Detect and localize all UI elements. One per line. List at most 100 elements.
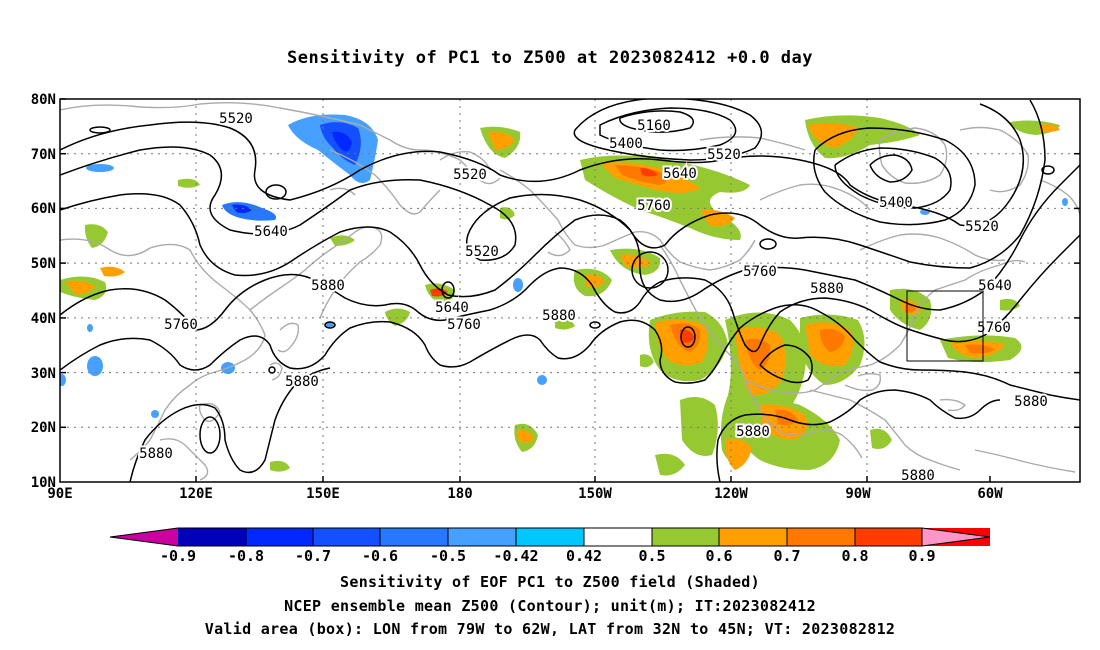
contour-label-5640: 5640 (663, 166, 697, 182)
sensitivity-map: 5160 5160 5400 5400 5400 5400 5520 5520 … (31, 92, 1081, 565)
colorbar-label: 0.8 (841, 547, 868, 565)
negative-sensitivity-areas (60, 114, 1068, 418)
lon-label-120e: 120E (179, 486, 213, 502)
contour-label-5880: 5880 (139, 446, 173, 462)
contour-label-5520: 5520 (965, 219, 999, 235)
colorbar-segment (313, 528, 380, 546)
plot-title: Sensitivity of PC1 to Z500 at 2023082412… (286, 48, 813, 68)
z500-contours (60, 99, 1080, 482)
contour-label-5880: 5880 (901, 468, 935, 484)
contour-label-5520: 5520 (707, 147, 741, 163)
caption-valid-area: Valid area (box): LON from 79W to 62W, L… (204, 620, 896, 638)
contour-label-5520: 5520 (219, 111, 253, 127)
colorbar-segment (178, 528, 246, 546)
contour-label-5640: 5640 (978, 278, 1012, 294)
colorbar-outline (109, 527, 991, 547)
contour-label-5880: 5880 (311, 278, 345, 294)
contour-label-5880: 5880 (736, 424, 770, 440)
lat-label-40n: 40N (31, 311, 56, 327)
caption-contour: NCEP ensemble mean Z500 (Contour); unit(… (284, 597, 816, 615)
colorbar-label: -0.42 (493, 547, 538, 565)
colorbar: -0.9 -0.8 -0.7 -0.6 -0.5 -0.42 0.42 0.5 … (109, 527, 991, 565)
contour-label-5880: 5880 (542, 308, 576, 324)
lat-label-10n: 10N (31, 475, 56, 491)
contour-label-5520: 5520 (453, 167, 487, 183)
colorbar-segment (380, 528, 448, 546)
contour-label-5880: 5880 (810, 281, 844, 297)
contour-label-5880: 5880 (139, 446, 173, 462)
colorbar-segment (855, 528, 922, 546)
lon-label-60w: 60W (977, 486, 1003, 502)
contour-label-5640: 5640 (435, 300, 469, 316)
contour-label-5760: 5760 (447, 317, 481, 333)
contour-label-5400: 5400 (609, 136, 643, 152)
colorbar-label: 0.42 (566, 547, 602, 565)
colorbar-label: 0.6 (705, 547, 732, 565)
lon-label-120w: 120W (714, 486, 748, 502)
colorbar-label: -0.7 (295, 547, 331, 565)
colorbar-label: -0.6 (362, 547, 398, 565)
lon-label-180: 180 (447, 486, 472, 502)
contour-label-5640: 5640 (435, 300, 469, 316)
colorbar-label: -0.8 (228, 547, 264, 565)
contour-label-5400: 5400 (879, 195, 913, 211)
contour-label-5880: 5880 (285, 374, 319, 390)
colorbar-segment (652, 528, 719, 546)
contour-label-5760: 5760 (977, 320, 1011, 336)
contour-label-5760: 5760 (637, 198, 671, 214)
lat-label-80n: 80N (31, 92, 56, 108)
contour-label-5880: 5880 (1014, 394, 1048, 410)
contour-label-5880: 5880 (285, 374, 319, 390)
caption-shading: Sensitivity of EOF PC1 to Z500 field (Sh… (340, 573, 760, 591)
contour-label-5160: 5160 (637, 118, 671, 134)
contour-label-5640: 5640 (663, 166, 697, 182)
contour-label-5760: 5760 (447, 317, 481, 333)
contour-label-5400: 5400 (879, 195, 913, 211)
contour-label-5520: 5520 (707, 147, 741, 163)
colorbar-segment (584, 528, 652, 546)
plot-frame (59, 98, 1081, 483)
contour-label-5880: 5880 (810, 281, 844, 297)
colorbar-labels: -0.9 -0.8 -0.7 -0.6 -0.5 -0.42 0.42 0.5 … (160, 547, 936, 565)
contour-label-5640: 5640 (978, 278, 1012, 294)
colorbar-segment (516, 528, 584, 546)
contour-label-5880: 5880 (1014, 394, 1048, 410)
contour-label-5640: 5640 (254, 224, 288, 240)
lon-label-90w: 90W (845, 486, 871, 502)
contour-label-5160: 5160 (637, 118, 671, 134)
colorbar-label: -0.9 (160, 547, 196, 565)
contour-label-5760: 5760 (164, 317, 198, 333)
colorbar-label: 0.5 (638, 547, 665, 565)
lon-ticks (195, 476, 991, 482)
colorbar-right-arrow (922, 528, 990, 546)
contour-label-5520: 5520 (965, 219, 999, 235)
contour-label-5880: 5880 (736, 424, 770, 440)
contour-label-group: 5160 5160 5400 5400 5400 5400 5520 5520 … (137, 109, 1050, 486)
contour-label-5760: 5760 (637, 198, 671, 214)
colorbar-label: -0.5 (430, 547, 466, 565)
contour-label-5760: 5760 (977, 320, 1011, 336)
lon-label-150e: 150E (306, 486, 340, 502)
valid-area-box (906, 290, 984, 362)
lat-label-60n: 60N (31, 201, 56, 217)
contour-label-5520: 5520 (465, 244, 499, 260)
lon-label-150w: 150W (578, 486, 612, 502)
lon-label-90e: 90E (47, 486, 72, 502)
contour-label-5880: 5880 (901, 468, 935, 484)
colorbar-segment (448, 528, 516, 546)
contour-label-5640: 5640 (254, 224, 288, 240)
contour-label-5880: 5880 (542, 308, 576, 324)
contour-label-5520: 5520 (453, 167, 487, 183)
contour-label-5760: 5760 (164, 317, 198, 333)
contour-label-5880: 5880 (311, 278, 345, 294)
contour-label-5520: 5520 (219, 111, 253, 127)
lat-label-30n: 30N (31, 366, 56, 382)
colorbar-segment (719, 528, 787, 546)
colorbar-label: 0.9 (908, 547, 935, 565)
colorbar-left-arrow (110, 528, 178, 546)
lon-labels: 90E 120E 150E 180 150W 120W 90W 60W (47, 486, 1003, 502)
colorbar-segment (787, 528, 855, 546)
lat-labels: 80N 70N 60N 50N 40N 30N 20N 10N (31, 92, 56, 491)
lat-label-70n: 70N (31, 147, 56, 163)
contour-label-5400: 5400 (609, 136, 643, 152)
